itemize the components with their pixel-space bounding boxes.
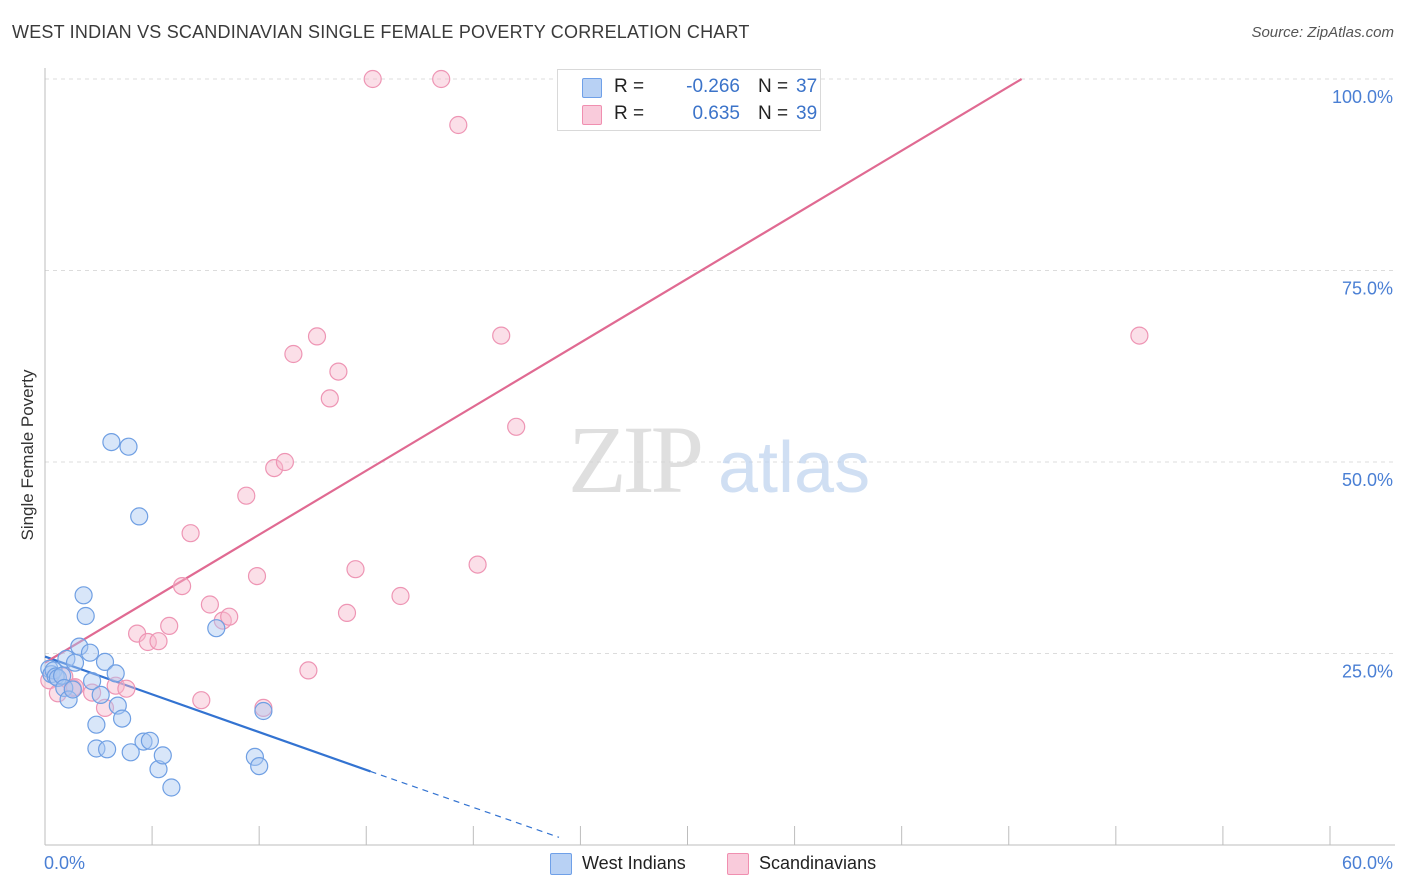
point-scandinavians — [320, 389, 339, 408]
point-scandinavians — [391, 586, 410, 606]
point-scandinavians — [492, 326, 511, 345]
point-west-indians — [97, 740, 117, 759]
data-points — [40, 69, 1149, 797]
watermark: ZIP atlas — [568, 406, 870, 513]
x-tick-label: 0.0% — [44, 853, 85, 873]
point-west-indians — [74, 586, 93, 605]
point-west-indians — [140, 731, 159, 750]
point-west-indians — [119, 437, 138, 456]
point-scandinavians — [265, 459, 284, 478]
trend-line-scandinavians — [44, 78, 1023, 664]
legend-swatch-blue — [582, 78, 602, 98]
point-west-indians — [162, 778, 181, 797]
y-tick-label: 100.0% — [1332, 87, 1393, 107]
point-west-indians — [134, 732, 153, 751]
y-tick-label: 50.0% — [1342, 470, 1393, 490]
y-axis-label: Single Female Poverty — [18, 369, 37, 541]
point-scandinavians — [181, 524, 200, 543]
point-scandinavians — [468, 555, 487, 574]
watermark-zip: ZIP — [568, 406, 701, 513]
point-scandinavians — [200, 595, 219, 614]
legend-r-value: -0.266 — [686, 76, 740, 97]
point-scandinavians — [507, 417, 526, 436]
point-west-indians — [149, 760, 168, 779]
legend-r-value: 0.635 — [692, 103, 740, 124]
point-scandinavians — [247, 566, 267, 586]
point-scandinavians — [337, 603, 357, 623]
legend-r-label: R = — [614, 103, 645, 124]
legend-n-label: N = — [758, 103, 789, 124]
point-west-indians — [65, 653, 85, 672]
point-west-indians — [130, 507, 149, 526]
point-west-indians — [250, 756, 269, 776]
point-west-indians — [59, 690, 78, 709]
point-scandinavians — [1130, 326, 1149, 345]
chart-title: WEST INDIAN VS SCANDINAVIAN SINGLE FEMAL… — [12, 22, 750, 42]
trend-lines — [44, 78, 1023, 838]
watermark-atlas: atlas — [718, 428, 870, 508]
point-west-indians — [57, 649, 76, 669]
point-west-indians — [207, 619, 226, 638]
point-scandinavians — [346, 560, 365, 579]
tick-labels: 25.0% 50.0% 75.0% 100.0% 0.0% 60.0% — [44, 87, 1393, 873]
point-west-indians — [76, 606, 95, 626]
series-name: West Indians — [582, 853, 686, 873]
point-scandinavians — [432, 69, 451, 89]
point-west-indians — [254, 701, 273, 721]
point-scandinavians — [192, 691, 211, 710]
point-scandinavians — [329, 362, 348, 381]
point-scandinavians — [284, 344, 303, 364]
grid-lines — [45, 78, 1395, 654]
source-label: Source: ZipAtlas.com — [1251, 24, 1394, 41]
legend-r-label: R = — [614, 76, 645, 97]
point-west-indians — [102, 433, 121, 452]
point-scandinavians — [275, 452, 294, 472]
point-west-indians — [153, 746, 172, 765]
point-scandinavians — [220, 607, 239, 626]
legend-n-value: 39 — [796, 103, 818, 124]
point-west-indians — [91, 685, 110, 705]
x-tick-label: 60.0% — [1342, 853, 1393, 873]
point-west-indians — [112, 709, 132, 728]
point-west-indians — [63, 680, 82, 699]
point-scandinavians — [173, 576, 192, 596]
point-west-indians — [80, 643, 100, 662]
point-scandinavians — [449, 115, 468, 135]
point-scandinavians — [106, 676, 125, 695]
series-swatch-pink — [727, 853, 749, 875]
point-scandinavians — [363, 69, 382, 89]
point-scandinavians — [149, 632, 168, 651]
point-west-indians — [106, 664, 125, 683]
point-west-indians — [87, 715, 106, 734]
series-swatch-blue — [550, 853, 572, 875]
stats-legend: R = -0.266 N = 37 R = 0.635 N = 39 — [557, 69, 821, 131]
legend-swatch-pink — [582, 105, 602, 125]
trend-line-west-indians-extension — [370, 770, 560, 838]
point-west-indians — [121, 743, 140, 762]
point-west-indians — [95, 652, 115, 672]
point-scandinavians — [117, 679, 136, 698]
legend-n-label: N = — [758, 76, 789, 97]
legend-n-value: 37 — [796, 76, 818, 97]
point-west-indians — [245, 747, 264, 767]
point-scandinavians — [237, 486, 256, 505]
y-tick-label: 75.0% — [1342, 279, 1393, 299]
axes — [44, 68, 1395, 846]
y-tick-label: 25.0% — [1342, 662, 1393, 682]
point-scandinavians — [299, 661, 318, 680]
point-scandinavians — [160, 616, 179, 636]
point-scandinavians — [307, 327, 327, 346]
point-west-indians — [82, 671, 102, 691]
series-name: Scandinavians — [759, 853, 877, 873]
point-west-indians — [70, 637, 89, 656]
